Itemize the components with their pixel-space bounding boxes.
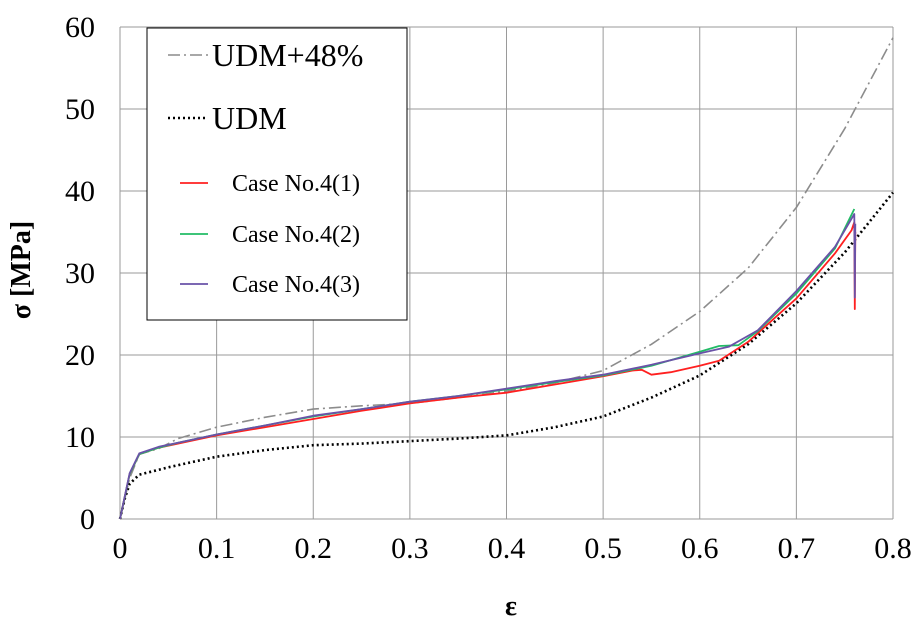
x-axis-title: ε [505,591,517,622]
series-layer [118,37,895,520]
legend-box [146,27,408,321]
x-tick-label: 0.5 [584,532,622,565]
x-tick-label: 0 [113,532,128,565]
y-tick-label: 30 [65,257,95,290]
legend: UDM+48% UDM Case No.4(1) Case No.4(2) Case N… [146,27,408,321]
y-tick-label: 40 [65,175,95,208]
legend-label: Case No.4(3) [232,272,360,298]
y-tick-labels: 0 10 20 30 40 50 60 [65,11,95,536]
y-tick-label: 50 [65,93,95,126]
x-tick-label: 0.3 [391,532,429,565]
y-tick-label: 0 [80,503,95,536]
series-line-case-no-4-3 [119,213,857,520]
y-axis-title: σ [MPa] [6,221,37,319]
legend-label: UDM+48% [212,37,363,73]
legend-label: UDM [212,100,287,136]
x-tick-label: 0.2 [295,532,333,565]
x-tick-label: 0.6 [681,532,719,565]
x-tick-label: 0.8 [874,532,912,565]
y-tick-label: 60 [65,11,95,44]
grid-lines [119,26,894,520]
y-tick-label: 10 [65,421,95,454]
legend-label: Case No.4(2) [232,222,360,248]
x-tick-label: 0.7 [778,532,816,565]
y-tick-label: 20 [65,339,95,372]
x-tick-label: 0.4 [488,532,526,565]
x-tick-labels: 0 0.1 0.2 0.3 0.4 0.5 0.6 0.7 0.8 [113,532,912,565]
legend-label: Case No.4(1) [232,171,360,197]
x-tick-label: 0.1 [198,532,236,565]
series-line-udm [118,191,895,520]
